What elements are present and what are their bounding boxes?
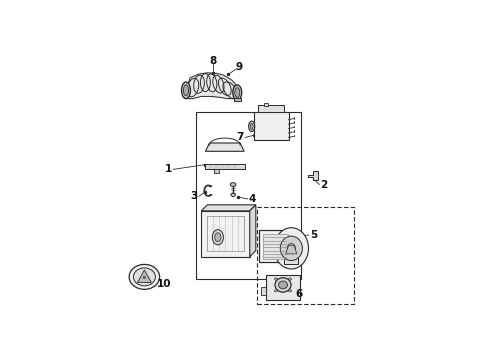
Ellipse shape bbox=[280, 236, 302, 261]
Ellipse shape bbox=[212, 230, 223, 245]
Ellipse shape bbox=[274, 278, 277, 280]
FancyBboxPatch shape bbox=[254, 112, 289, 140]
Ellipse shape bbox=[289, 290, 292, 292]
Polygon shape bbox=[292, 228, 294, 262]
Polygon shape bbox=[308, 171, 318, 180]
Bar bbox=[257, 207, 354, 304]
Text: 5: 5 bbox=[310, 230, 317, 240]
Ellipse shape bbox=[233, 85, 242, 100]
Text: 2: 2 bbox=[320, 180, 328, 190]
FancyBboxPatch shape bbox=[267, 275, 300, 300]
Ellipse shape bbox=[274, 290, 277, 292]
Polygon shape bbox=[205, 143, 244, 151]
Ellipse shape bbox=[250, 123, 253, 129]
Text: 4: 4 bbox=[249, 194, 256, 204]
Ellipse shape bbox=[248, 121, 255, 132]
Ellipse shape bbox=[235, 88, 240, 98]
Bar bbox=[264, 103, 268, 105]
Bar bbox=[263, 234, 288, 259]
Polygon shape bbox=[186, 73, 239, 99]
Text: 6: 6 bbox=[295, 289, 303, 299]
Text: 9: 9 bbox=[236, 62, 243, 72]
Ellipse shape bbox=[230, 183, 236, 186]
Polygon shape bbox=[250, 205, 256, 257]
Bar bbox=[259, 230, 292, 262]
Ellipse shape bbox=[133, 268, 155, 286]
Bar bbox=[207, 216, 244, 251]
Bar bbox=[261, 287, 267, 296]
Bar bbox=[234, 98, 241, 102]
Text: 10: 10 bbox=[156, 279, 171, 288]
Ellipse shape bbox=[143, 276, 146, 278]
Bar bbox=[258, 105, 284, 112]
Polygon shape bbox=[201, 205, 256, 211]
Bar bbox=[196, 112, 301, 279]
Text: 7: 7 bbox=[236, 132, 244, 143]
Ellipse shape bbox=[289, 278, 292, 280]
Ellipse shape bbox=[182, 82, 191, 99]
Ellipse shape bbox=[183, 85, 189, 96]
Ellipse shape bbox=[231, 193, 235, 197]
Text: 1: 1 bbox=[165, 164, 172, 174]
Polygon shape bbox=[138, 270, 151, 283]
Bar bbox=[284, 257, 298, 264]
Bar bbox=[204, 164, 245, 169]
Ellipse shape bbox=[275, 278, 291, 292]
Text: 3: 3 bbox=[191, 191, 198, 201]
Bar bbox=[201, 211, 250, 257]
Ellipse shape bbox=[279, 281, 288, 289]
Bar bbox=[214, 169, 219, 174]
Text: 8: 8 bbox=[209, 56, 217, 66]
Polygon shape bbox=[286, 246, 297, 254]
Ellipse shape bbox=[274, 228, 309, 269]
Ellipse shape bbox=[287, 243, 295, 253]
Ellipse shape bbox=[215, 233, 221, 242]
Ellipse shape bbox=[129, 264, 160, 289]
